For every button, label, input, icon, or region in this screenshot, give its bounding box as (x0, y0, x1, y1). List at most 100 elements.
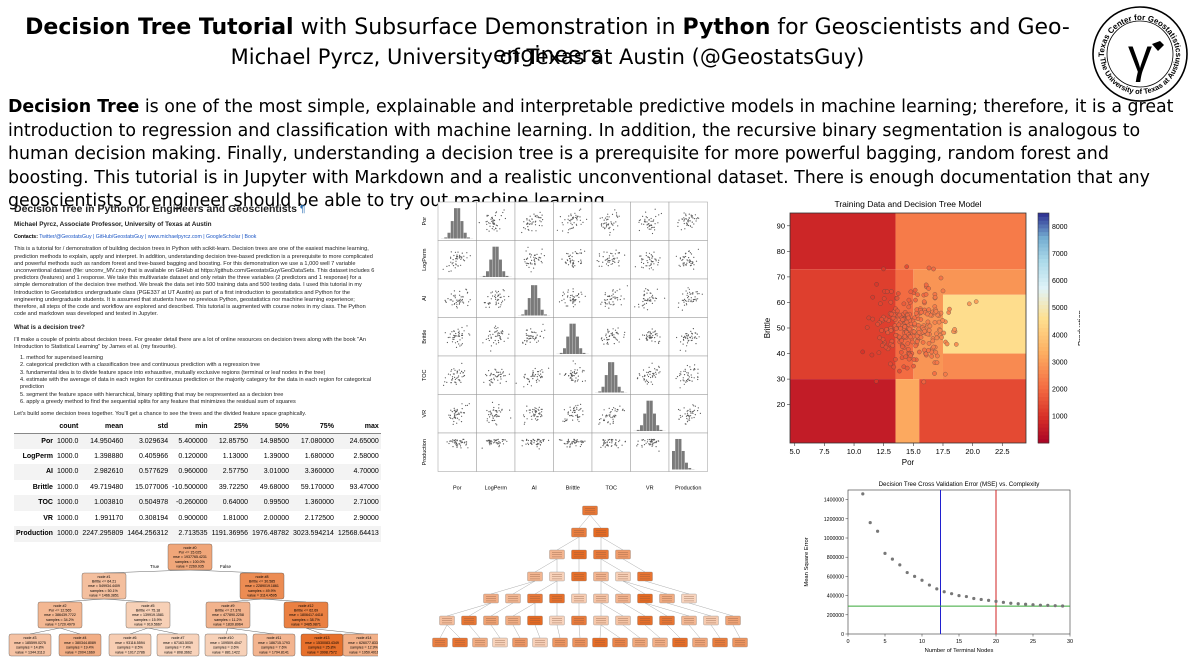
scatter-point (462, 438, 464, 440)
scatter-point (686, 412, 689, 414)
tree-edge (600, 602, 624, 617)
tree-node (483, 593, 499, 604)
scatter-point (681, 335, 683, 337)
scatter-point (646, 217, 648, 219)
scatter-point (615, 221, 617, 223)
scatter-point (684, 218, 686, 220)
tree-edge (129, 627, 149, 635)
scatter-point (614, 329, 617, 331)
scatter-point (493, 379, 495, 381)
scatter-point (492, 374, 494, 376)
scatter-point (452, 418, 454, 420)
scatter-point (504, 439, 506, 441)
scatter-point (486, 418, 488, 420)
scatter-point (644, 218, 646, 220)
matrix-column-label: Por (453, 486, 462, 492)
scatter-point (617, 447, 619, 449)
scatter-point (461, 376, 463, 378)
scatter-point (467, 304, 469, 307)
colorbar-segment (1038, 247, 1049, 252)
tree-node (615, 593, 631, 604)
scatter-point (453, 407, 455, 409)
table-cell: 12568.64413 (335, 526, 381, 542)
scatter-point (498, 410, 500, 412)
scatter-point (677, 306, 679, 308)
histogram-bar (601, 386, 605, 393)
scatter-point (462, 259, 465, 261)
scatter-cell (630, 355, 670, 395)
scatter-point (695, 300, 697, 302)
scatter-points (675, 364, 699, 389)
scatter-point (641, 444, 643, 447)
scatter-point (618, 265, 620, 267)
scatter-point (450, 370, 452, 372)
scatter-point (687, 295, 690, 297)
scatter-point (613, 260, 615, 262)
scatter-point (492, 226, 494, 228)
scatter-point (641, 258, 643, 260)
scatter-point (648, 225, 650, 227)
scatter-point (614, 336, 616, 338)
scatter-point (641, 446, 643, 448)
scatter-point (690, 253, 693, 255)
scatter-point (648, 444, 650, 446)
scatter-point (572, 296, 574, 298)
scatter-point (446, 441, 448, 443)
scatter-point (456, 408, 458, 411)
colorbar-segment (1038, 351, 1049, 356)
scatter-point (642, 267, 644, 269)
scatter-point (680, 371, 682, 373)
tree-node-text: value = 919.5667 (134, 622, 162, 626)
training-point (878, 301, 883, 306)
scatter-point (577, 441, 579, 443)
scatter-point (453, 420, 455, 423)
scatter-point (488, 222, 490, 224)
scatter-point (618, 260, 620, 262)
scatter-point (567, 291, 569, 293)
scatter-point (693, 416, 695, 419)
scatter-point (562, 230, 564, 232)
scatter-point (659, 340, 661, 342)
scatter-point (601, 414, 604, 416)
training-point (906, 304, 912, 310)
scatter-point (495, 423, 497, 425)
scatter-point (654, 337, 656, 339)
scatter-point (650, 371, 652, 373)
scatter-cell (514, 394, 554, 434)
notebook-contacts[interactable]: Contacts: Twitter/@GeostatsGuy | GitHub/… (14, 234, 257, 241)
scatter-point (618, 440, 620, 443)
colorbar-tick-label: 5000 (1052, 305, 1068, 312)
colorbar-segment (1038, 239, 1049, 245)
colorbar-segment (1038, 301, 1049, 306)
scatter-point (536, 341, 538, 343)
scatter-point (677, 408, 680, 411)
scatter-point (570, 219, 572, 221)
histogram-bar (576, 336, 579, 354)
scatter-point (454, 414, 456, 416)
histogram-bar (688, 467, 692, 470)
tree-node-text: samples = 50.1% (90, 589, 118, 593)
scatter-point (653, 219, 655, 221)
scatter-point (462, 372, 464, 374)
colorbar-segment (1038, 362, 1049, 367)
scatter-point (495, 369, 497, 371)
scatter-point (701, 293, 703, 295)
scatter-point (573, 262, 575, 265)
scatter-point (688, 417, 690, 419)
scatter-point (487, 296, 489, 298)
scatter-point (649, 440, 651, 442)
scatter-point (570, 409, 572, 411)
scatter-point (541, 262, 543, 264)
x-tick-label: 12.5 (876, 447, 891, 456)
scatter-point (459, 345, 461, 347)
histogram-bar (621, 391, 624, 393)
scatter-point (573, 260, 575, 262)
scatter-point (461, 415, 463, 417)
mse-point (950, 592, 954, 596)
scatter-point (573, 372, 575, 374)
scatter-points (598, 405, 625, 425)
scatter-point (495, 301, 497, 303)
scatter-point (679, 258, 681, 260)
histogram-bar (598, 391, 602, 393)
tree-node-text: samples = 38.7% (292, 618, 320, 622)
